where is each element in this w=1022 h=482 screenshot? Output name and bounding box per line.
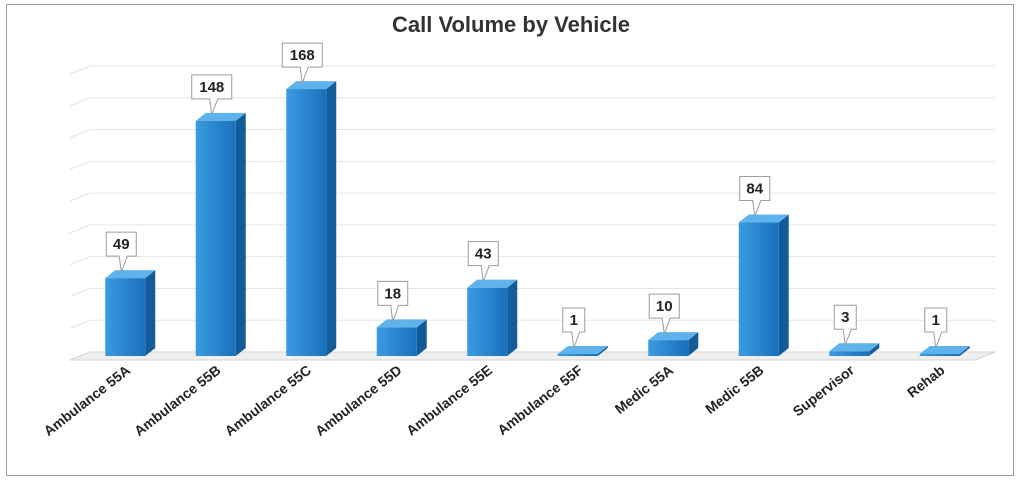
bar-top	[195, 112, 246, 121]
data-label-box	[562, 307, 586, 349]
bar	[829, 343, 880, 356]
category-label: Medic 55B	[702, 362, 766, 417]
bar-front	[738, 222, 779, 356]
bar	[557, 346, 608, 356]
data-label: 43	[475, 246, 492, 263]
bar	[467, 279, 518, 356]
gridline-edge	[69, 319, 91, 329]
gridline-edge	[69, 224, 91, 234]
category-label: Ambulance 55B	[131, 362, 224, 439]
bar-front	[919, 354, 960, 356]
bar-front	[286, 89, 327, 357]
data-label-callout: 168	[281, 42, 323, 84]
bar-top	[105, 270, 156, 279]
bar-side	[145, 270, 156, 356]
data-label-box	[191, 74, 233, 116]
data-label-callout: 1	[562, 307, 586, 349]
data-label: 3	[841, 309, 849, 326]
bar	[105, 270, 156, 356]
data-label-box	[833, 304, 857, 346]
bar-side	[597, 346, 608, 356]
data-label-box	[377, 280, 409, 322]
bar-front	[467, 287, 508, 356]
data-label-callout: 3	[833, 304, 857, 346]
data-label: 10	[656, 298, 673, 315]
data-label-box	[105, 231, 137, 273]
chart-title: Call Volume by Vehicle	[391, 12, 630, 37]
gridline-edge	[69, 160, 91, 170]
gridline-edge	[69, 192, 91, 202]
bar	[195, 112, 246, 356]
data-label-callout: 148	[191, 74, 233, 116]
bar-front	[648, 340, 689, 356]
chart-frame	[6, 4, 1014, 476]
bar-front	[105, 278, 146, 356]
bar-top	[467, 279, 518, 288]
data-label-callout: 84	[739, 176, 771, 217]
gridline-edge	[69, 287, 91, 297]
category-label: Medic 55A	[612, 362, 676, 417]
bar-side	[688, 332, 699, 356]
data-label-callout: 10	[648, 293, 680, 335]
bar-side	[235, 112, 246, 356]
data-label-box	[924, 307, 948, 349]
data-label: 1	[932, 312, 940, 329]
bar-top	[919, 346, 970, 354]
bar-top	[648, 332, 699, 341]
category-label: Supervisor	[790, 361, 858, 419]
bar-side	[416, 319, 427, 356]
data-label: 18	[384, 285, 401, 302]
bars	[105, 81, 970, 357]
bar-side	[778, 214, 789, 356]
bar	[919, 346, 970, 356]
data-labels: 49 148 168 18 43 1 10 84 3 1	[105, 42, 948, 349]
bar-top	[376, 319, 427, 328]
data-label-callout: 43	[467, 241, 499, 282]
bar-side	[507, 279, 518, 356]
data-label: 49	[113, 236, 130, 253]
data-label-box	[281, 42, 323, 84]
category-label: Ambulance 55F	[494, 361, 586, 438]
data-label-callout: 1	[924, 307, 948, 349]
data-label: 148	[199, 79, 224, 96]
bar-side	[959, 346, 970, 356]
gridline-edge	[69, 256, 91, 266]
gridline-edge	[69, 129, 91, 139]
gridline-edge	[69, 97, 91, 107]
bar-front	[557, 354, 598, 356]
bar	[286, 81, 337, 357]
bar-top	[738, 214, 789, 223]
data-label-box	[648, 293, 680, 335]
bar	[376, 319, 427, 356]
gridline-edge	[69, 65, 91, 75]
bar-top	[829, 343, 880, 352]
data-label: 168	[290, 47, 315, 64]
bar-front	[376, 327, 417, 356]
category-label: Rehab	[904, 362, 948, 401]
category-label: Ambulance 55C	[221, 362, 314, 439]
data-label-callout: 18	[377, 280, 409, 322]
data-label-box	[467, 241, 499, 282]
data-label: 84	[746, 181, 763, 198]
bar-side	[869, 343, 880, 356]
bar-top	[557, 346, 608, 354]
data-label: 1	[570, 312, 578, 329]
category-label: Ambulance 55E	[403, 362, 495, 439]
category-label: Ambulance 55A	[40, 362, 133, 439]
bar-side	[326, 81, 337, 357]
bar-front	[195, 120, 236, 356]
category-label: Ambulance 55D	[312, 362, 405, 439]
bar-front	[829, 351, 870, 356]
bar	[738, 214, 789, 356]
data-label-box	[739, 176, 771, 217]
bar-top	[286, 81, 337, 90]
bar	[648, 332, 699, 356]
data-label-callout: 49	[105, 231, 137, 273]
